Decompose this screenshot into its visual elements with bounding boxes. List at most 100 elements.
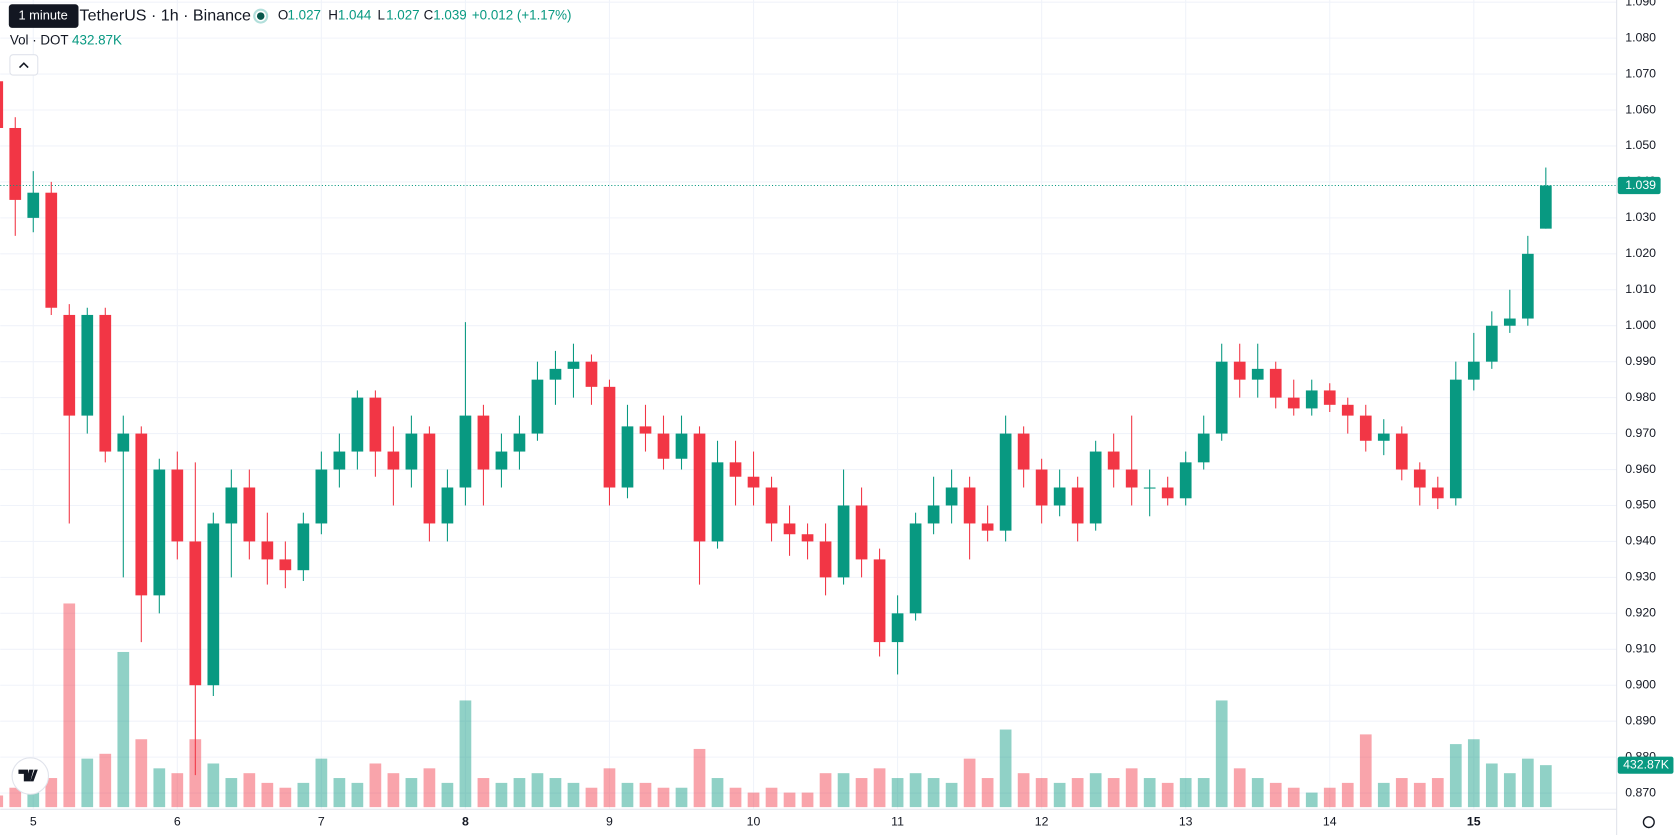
price-axis-bg [1616,0,1678,835]
volume-bar [1233,768,1246,808]
volume-bar [153,768,166,808]
volume-bar [135,739,148,808]
candle-body [765,487,778,524]
volume-bar [1143,778,1156,808]
y-tick-label: 0.890 [1625,713,1656,727]
volume-bar [243,773,256,808]
volume-bar [945,782,958,808]
volume-bar [315,758,328,808]
volume-bar [441,782,454,808]
y-tick-label: 0.920 [1625,606,1656,620]
candle-body [603,386,616,488]
candle-body [1449,379,1462,499]
x-tick-label: 7 [318,814,325,828]
volume-bar [1341,782,1354,808]
volume-bar [225,778,238,808]
legend-value: 1.027 [386,8,419,23]
volume-bar [261,782,274,808]
candle-body [27,192,40,218]
candle-body [729,462,742,477]
candle-body [945,487,958,506]
candle-body [495,451,508,470]
volume-bar [369,763,382,808]
y-tick-label: 0.970 [1625,426,1656,440]
candle-body [999,433,1012,531]
volume-bar [1197,778,1210,808]
volume-bar [783,792,796,808]
x-tick-label: 8 [462,814,469,828]
candle-body [171,469,184,542]
candle-body [1413,469,1426,488]
volume-bar [837,773,850,808]
volume-bar [387,773,400,808]
candle-body [477,415,490,470]
candle-body [873,559,886,643]
candle-body [1089,451,1102,524]
candle-body [891,613,904,643]
candle-body [459,415,472,488]
volume-bar [657,787,670,808]
collapse-button[interactable] [9,54,39,76]
volume-bar [45,778,58,808]
last-price-tag [1617,176,1661,195]
settings-icon[interactable] [1642,816,1655,829]
legend-key: H [328,8,338,23]
volume-bar [1323,787,1336,808]
candle-body [351,397,364,452]
candle-body [531,379,544,434]
y-tick-label: 1.050 [1625,138,1656,152]
candle-body [153,469,166,596]
tooltip-bg [8,4,79,28]
volume-bar [981,778,994,808]
volume-tag [1617,756,1674,774]
candle-body [369,397,382,452]
legend-value: 1.039 [433,8,466,23]
y-tick-label: 0.910 [1625,642,1656,656]
volume-bar [1377,782,1390,808]
volume-bar [81,758,94,808]
volume-bar [1071,778,1084,808]
volume-bar [1107,778,1120,808]
volume-bar [963,758,976,808]
legend-change: +0.012 (+1.17%) [472,8,572,23]
candle-body [225,487,238,524]
candle-body [1017,433,1030,470]
candle-body [981,523,994,531]
symbol[interactable]: TetherUS · 1h · Binance [80,6,251,24]
candle-body [1143,487,1156,489]
volume-bar [603,768,616,808]
x-tick-label: 10 [747,814,761,828]
candle-body [423,433,436,524]
candle-body [1395,433,1408,470]
candle-body [333,451,346,470]
y-tick-label: 0.990 [1625,354,1656,368]
candles [0,81,1552,776]
candle-body [279,559,292,571]
candle-body [135,433,148,596]
volume-bar [297,782,310,808]
candle-body [1467,361,1480,380]
candle-body [927,505,940,524]
x-tick-label: 9 [606,814,613,828]
volume-bar [477,778,490,808]
volume-bar [999,729,1012,808]
candle-body [1179,462,1192,499]
volume-bar [423,768,436,808]
candle-body [63,314,76,416]
volume-bar [711,778,724,808]
volume-bar [675,787,688,808]
y-tick-label: 0.980 [1625,390,1656,404]
candle-body [1269,368,1282,398]
volume-bar [1539,765,1552,808]
volume-bar [819,773,832,808]
volume-bar [171,773,184,808]
volume-bar [1251,778,1264,808]
volume-bar [1161,782,1174,808]
candle-body [639,426,652,434]
volume-bar [27,792,40,808]
candle-body [1035,469,1048,506]
volume-bar [891,778,904,808]
y-tick-label: 1.020 [1625,246,1656,260]
